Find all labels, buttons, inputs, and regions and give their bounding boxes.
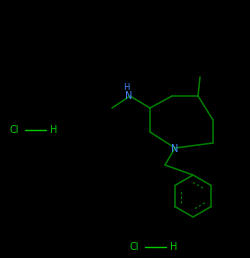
Text: N: N <box>171 144 179 154</box>
Text: H: H <box>170 242 178 252</box>
Text: Cl: Cl <box>129 242 139 252</box>
Text: Cl: Cl <box>9 125 19 135</box>
Text: H: H <box>123 83 129 92</box>
Text: H: H <box>50 125 58 135</box>
Text: N: N <box>124 91 132 101</box>
